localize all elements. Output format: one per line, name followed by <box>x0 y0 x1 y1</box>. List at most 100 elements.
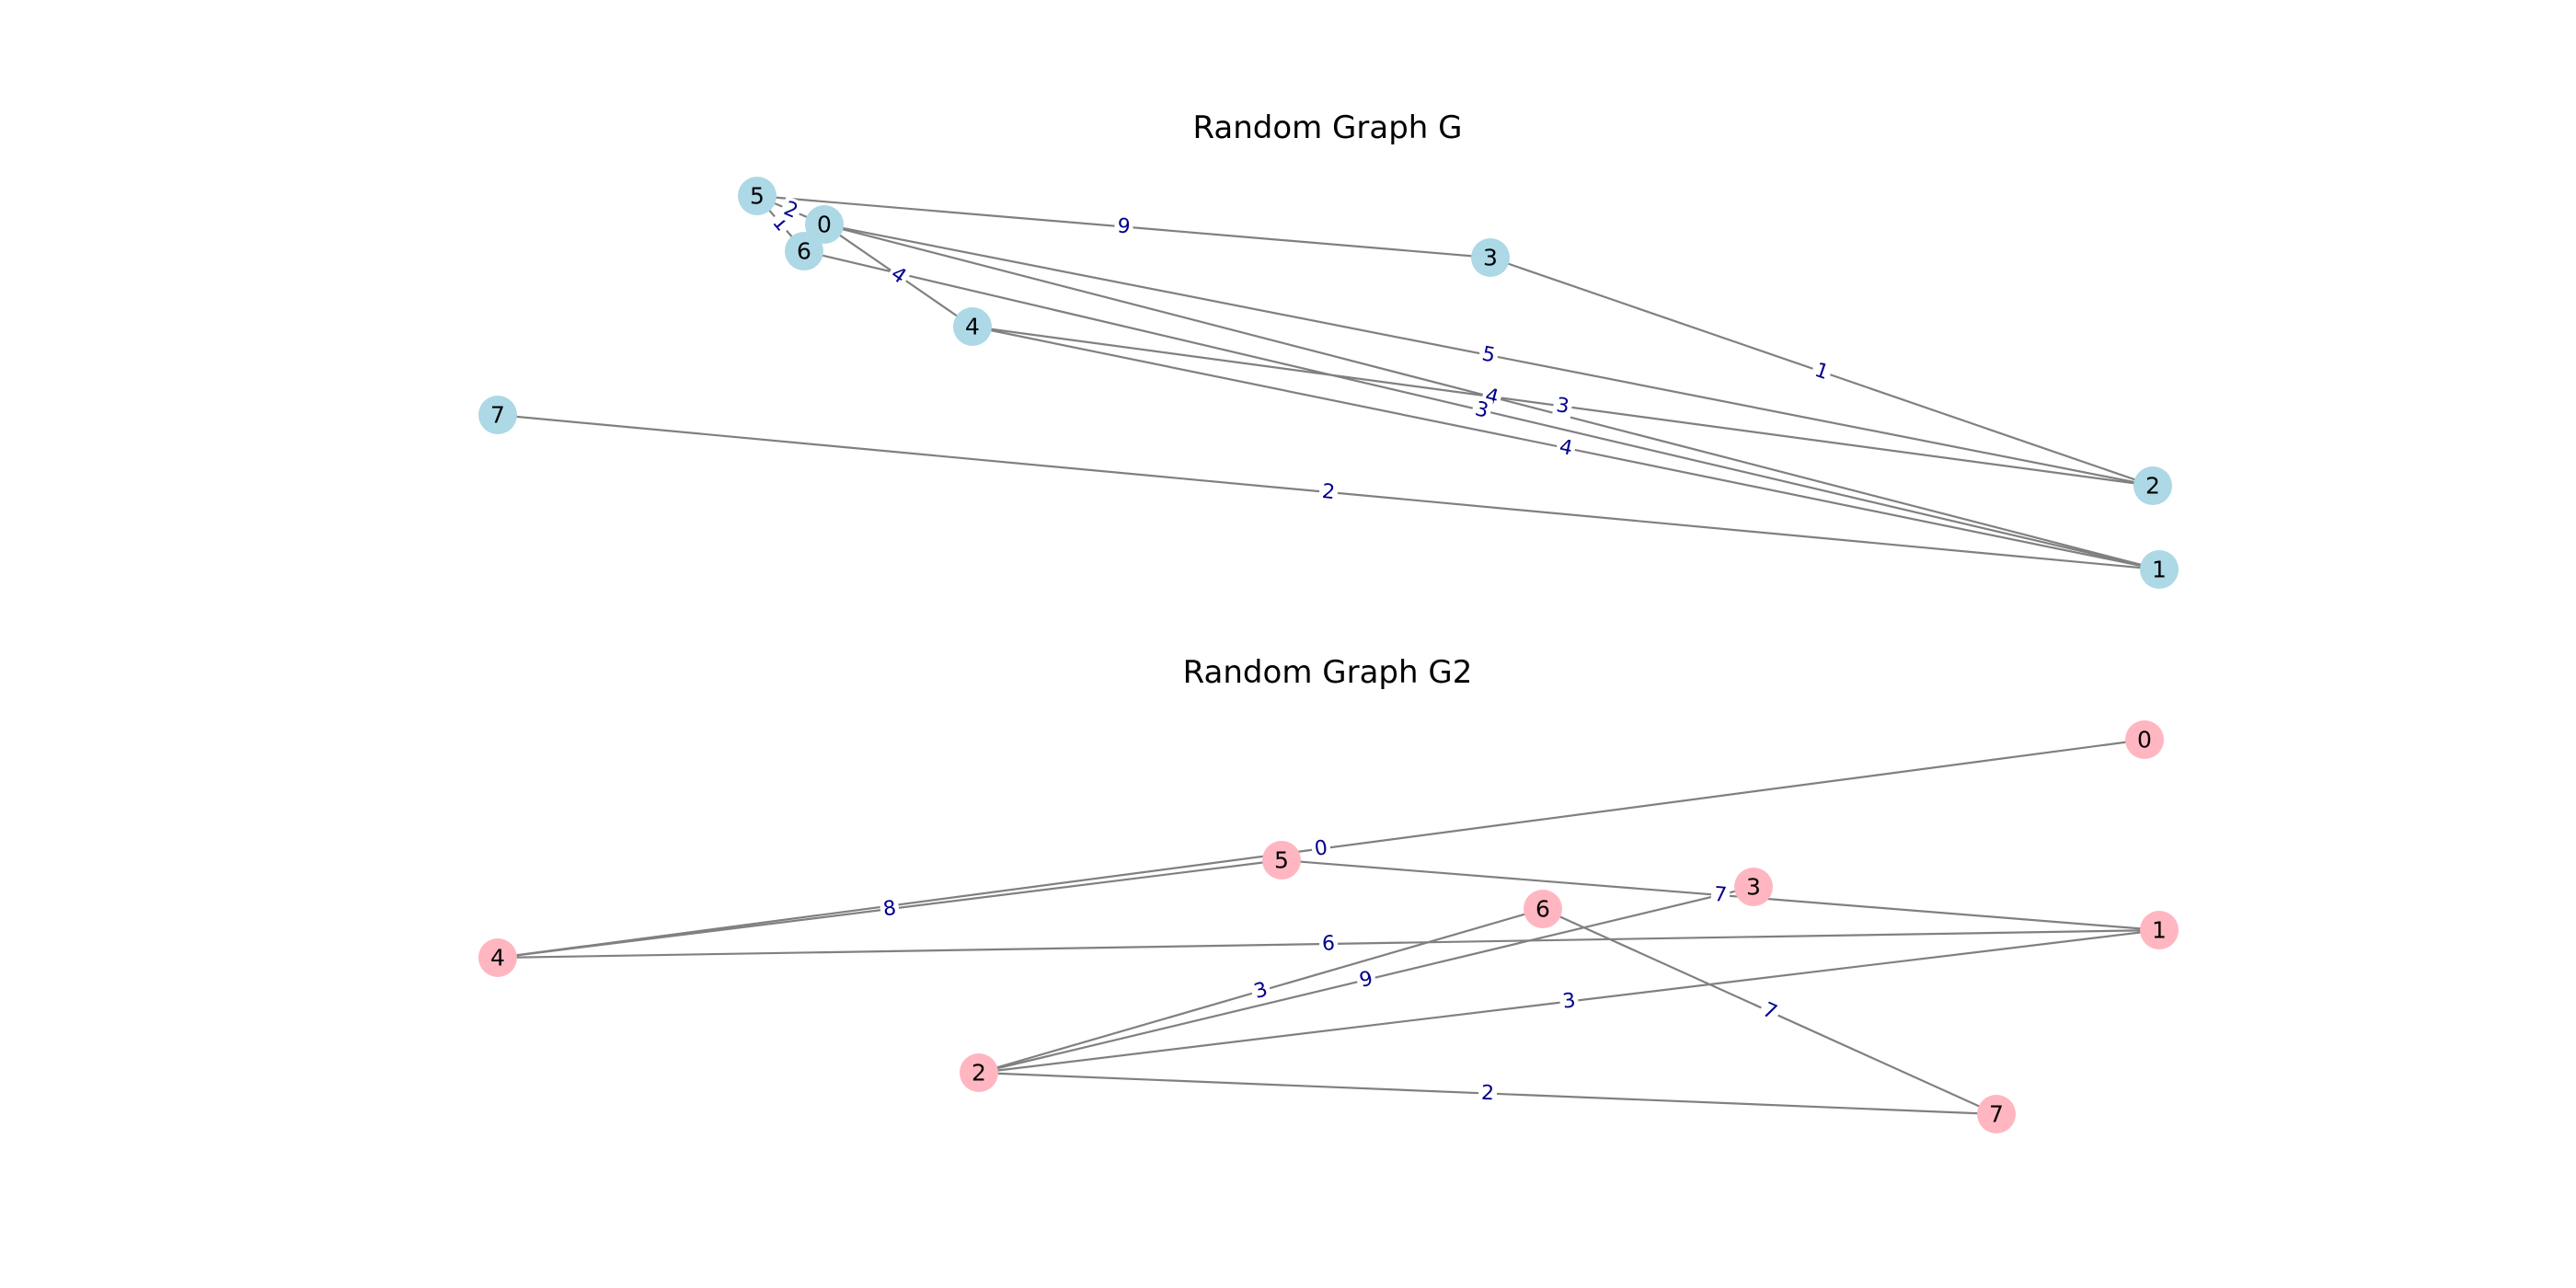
g-edge-label-5-3: 9 <box>1113 213 1134 240</box>
g-edge-label-6-1: 3 <box>1469 397 1494 424</box>
node-label: 5 <box>1274 847 1289 874</box>
node-label: 6 <box>1535 896 1550 923</box>
edge-label-background <box>1318 931 1339 957</box>
g2-node-2: 2 <box>960 1053 998 1092</box>
node-label: 7 <box>1989 1101 2004 1128</box>
g2-node-7: 7 <box>1977 1095 2016 1133</box>
edge-label-background <box>1709 882 1731 908</box>
node-label: 0 <box>817 212 832 238</box>
graph-g-title: Random Graph G <box>1192 109 1462 146</box>
node-circle <box>1471 238 1510 277</box>
node-circle <box>2125 720 2164 759</box>
edge-label-background <box>1354 966 1378 994</box>
edge-weight: 8 <box>882 897 898 922</box>
g2-node-4: 4 <box>478 938 517 977</box>
edge-weight: 5 <box>1480 342 1498 367</box>
g2-node-0: 0 <box>2125 720 2164 759</box>
edge-label-background <box>1113 213 1134 240</box>
node-circle <box>1524 890 1562 928</box>
edge-label-background <box>1554 434 1578 462</box>
edge-weight: 7 <box>1713 883 1728 907</box>
g2-edge-label-2-7: 2 <box>1478 1081 1498 1106</box>
g2-edge-label-4-5: 8 <box>879 895 901 923</box>
edge-label-background <box>1477 341 1501 369</box>
edge-label-background <box>1469 397 1494 424</box>
g-node-6: 6 <box>785 232 823 270</box>
edge-weight: 3 <box>1251 978 1270 1004</box>
edge-label-background <box>1809 357 1834 386</box>
node-label: 4 <box>965 314 980 340</box>
g2-node-3: 3 <box>1734 868 1773 906</box>
edge-label-background <box>1248 976 1273 1006</box>
edge-weight: 0 <box>1313 836 1328 861</box>
g2-edge-label-4-1: 6 <box>1318 931 1339 957</box>
node-label: 6 <box>797 238 811 265</box>
edge-label-background <box>1310 835 1332 862</box>
edge-label-background <box>1551 393 1574 420</box>
node-label: 7 <box>490 402 505 429</box>
g2-node-6: 6 <box>1524 890 1562 928</box>
g-node-5: 5 <box>738 177 776 215</box>
node-circle <box>1734 868 1773 906</box>
node-circle <box>478 396 517 434</box>
node-label: 1 <box>2152 557 2167 583</box>
graph-g2-title: Random Graph G2 <box>1183 654 1473 691</box>
edge-label-background <box>883 260 914 291</box>
g2-edge-label-2-3: 9 <box>1354 966 1378 994</box>
edge-weight: 3 <box>1473 397 1490 423</box>
node-circle <box>2133 466 2172 505</box>
node-circle <box>960 1053 998 1092</box>
node-circle <box>738 177 776 215</box>
node-label: 5 <box>750 183 765 210</box>
node-circle <box>2140 911 2179 949</box>
node-label: 3 <box>1483 245 1498 271</box>
node-label: 0 <box>2137 727 2152 753</box>
edge-weight: 3 <box>1561 989 1577 1013</box>
edge-label-background <box>1558 988 1580 1015</box>
edge-weight: 4 <box>1558 435 1575 460</box>
g2-edge-label-2-6: 3 <box>1248 976 1273 1006</box>
g-node-4: 4 <box>953 307 992 346</box>
g-edge-label-3-2: 1 <box>1809 357 1834 386</box>
g-node-7: 7 <box>478 396 517 434</box>
g-node-0: 0 <box>805 205 844 244</box>
g-edge-label-7-1: 2 <box>1317 479 1340 505</box>
node-circle <box>785 232 823 270</box>
g-edge-label-4-1: 4 <box>1554 434 1578 462</box>
g2-edge-label-4-0: 0 <box>1310 835 1332 862</box>
edge-label-background <box>1317 479 1340 505</box>
g-node-1: 1 <box>2140 550 2179 589</box>
g-edge-label-0-2: 5 <box>1477 341 1501 369</box>
node-circle <box>805 205 844 244</box>
g-node-2: 2 <box>2133 466 2172 505</box>
edge-label-background <box>1478 1081 1498 1106</box>
g2-node-5: 5 <box>1262 841 1301 880</box>
g-edge-label-4-2: 3 <box>1551 393 1574 420</box>
node-label: 3 <box>1746 874 1761 901</box>
edge-label-background <box>777 195 804 225</box>
edge-label-background <box>1756 996 1783 1027</box>
g-edge-label-5-0: 2 <box>777 195 804 225</box>
node-circle <box>1262 841 1301 880</box>
g-edge-label-0-4: 4 <box>883 260 914 291</box>
node-label: 4 <box>490 945 505 972</box>
g2-node-1: 1 <box>2140 911 2179 949</box>
edge-weight: 2 <box>1321 480 1336 504</box>
edge-weight: 2 <box>1480 1082 1494 1106</box>
edge-weight: 9 <box>1357 967 1374 993</box>
node-label: 2 <box>972 1060 986 1087</box>
g2-edge-label-5-1: 7 <box>1709 882 1731 908</box>
node-circle <box>478 938 517 977</box>
g2-edge-label-2-1: 3 <box>1558 988 1580 1015</box>
node-circle <box>2140 550 2179 589</box>
g2-edge-label-6-7: 7 <box>1756 996 1783 1027</box>
edge-label-background <box>879 895 901 923</box>
g-node-3: 3 <box>1471 238 1510 277</box>
node-label: 2 <box>2145 473 2160 500</box>
node-label: 1 <box>2152 917 2167 944</box>
edge-weight: 3 <box>1555 394 1570 419</box>
edge-weight: 9 <box>1116 214 1131 238</box>
